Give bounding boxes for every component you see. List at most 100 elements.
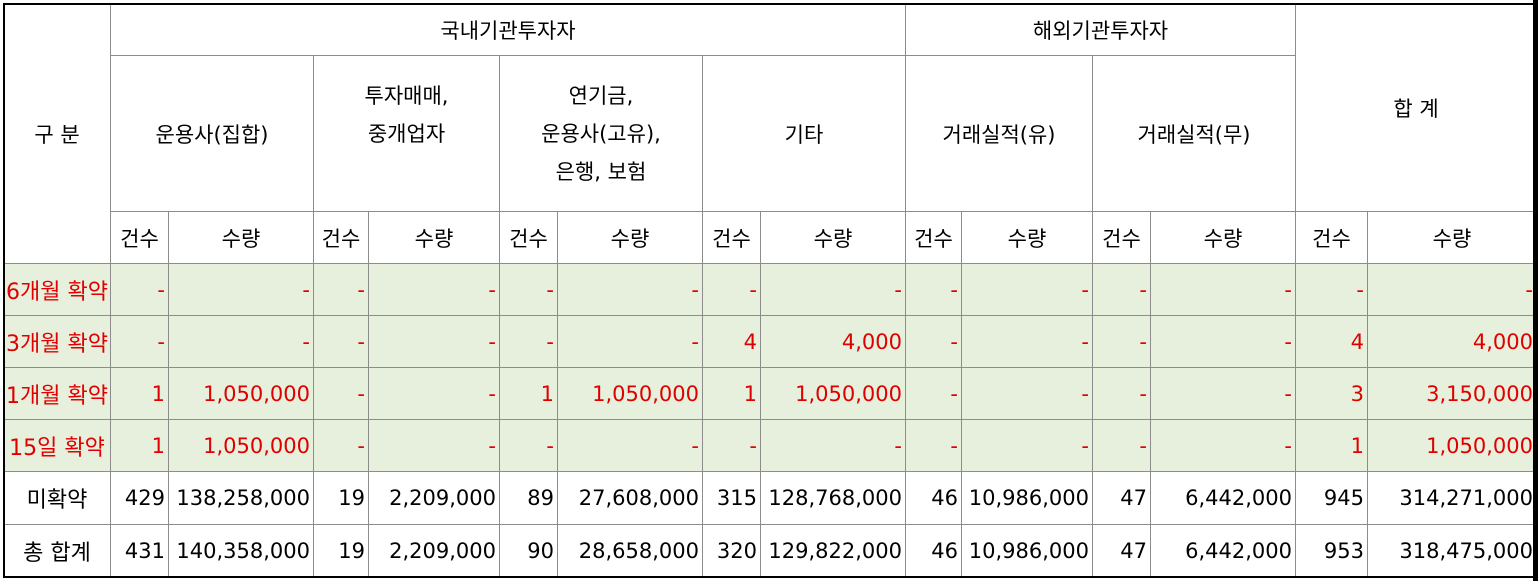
asset-mgmt-header: 운용사(집합)	[110, 55, 314, 212]
quantity-cell: 27,608,000	[557, 471, 703, 525]
quantity-header: 수량	[760, 211, 906, 264]
count-cell: -	[1092, 367, 1151, 420]
quantity-cell: 129,822,000	[760, 524, 906, 577]
quantity-cell: -	[961, 367, 1093, 420]
quantity-cell: 140,358,000	[168, 524, 314, 577]
quantity-cell: -	[961, 419, 1093, 472]
count-cell: 1	[702, 367, 761, 420]
quantity-cell: 4,000	[1367, 315, 1537, 368]
count-cell: 315	[702, 471, 761, 525]
count-cell: -	[499, 263, 558, 316]
table-row: 3개월 확약 - - - - - -4 4,000- - - -4 4,000	[3, 315, 1537, 368]
foreign-investor-header: 해외기관투자자	[905, 3, 1296, 56]
quantity-cell: -	[961, 263, 1093, 316]
count-header: 건수	[499, 211, 558, 264]
row-label: 총 합계	[3, 524, 111, 577]
count-cell: -	[702, 263, 761, 316]
foreign-with-record-header: 거래실적(유)	[905, 55, 1093, 212]
count-cell: -	[905, 263, 962, 316]
quantity-cell: -	[368, 315, 500, 368]
count-cell: 429	[110, 471, 169, 525]
foreign-without-record-header: 거래실적(무)	[1092, 55, 1296, 212]
quantity-header: 수량	[557, 211, 703, 264]
quantity-cell: -	[1150, 263, 1296, 316]
count-cell: -	[1092, 315, 1151, 368]
row-label: 미확약	[3, 471, 111, 525]
quantity-cell: 3,150,000	[1367, 367, 1537, 420]
quantity-cell: -	[760, 263, 906, 316]
count-cell: -	[1092, 263, 1151, 316]
quantity-cell: 128,768,000	[760, 471, 906, 525]
quantity-cell: 1,050,000	[1367, 419, 1537, 472]
count-cell: 89	[499, 471, 558, 525]
domestic-investor-header: 국내기관투자자	[110, 3, 906, 56]
table-body: 6개월 확약 - - - - - - - - - - - - - -3개월 확약 - - - - - -4 4,000- -…	[3, 263, 1537, 577]
row-label: 6개월 확약	[3, 263, 111, 316]
count-cell: -	[1295, 263, 1368, 316]
count-cell: -	[313, 315, 369, 368]
count-header: 건수	[313, 211, 369, 264]
count-header: 건수	[1092, 211, 1151, 264]
count-cell: -	[702, 419, 761, 472]
table-row: 총 합계 431 140,358,000 19 2,209,000 90 28,658,00…	[3, 524, 1537, 577]
count-header: 건수	[702, 211, 761, 264]
lockup-table: 구 분 국내기관투자자 해외기관투자자 합 계 운용사(집합) 투자매매, 중개…	[3, 3, 1537, 577]
quantity-cell: -	[368, 419, 500, 472]
count-cell: 1	[1295, 419, 1368, 472]
quantity-header: 수량	[961, 211, 1093, 264]
quantity-cell: -	[1367, 263, 1537, 316]
row-label: 1개월 확약	[3, 367, 111, 420]
quantity-cell: -	[1150, 419, 1296, 472]
quantity-cell: 1,050,000	[557, 367, 703, 420]
total-header: 합 계	[1295, 3, 1537, 212]
quantity-cell: -	[760, 419, 906, 472]
count-cell: 945	[1295, 471, 1368, 525]
count-cell: -	[905, 315, 962, 368]
count-cell: 47	[1092, 471, 1151, 525]
quantity-header: 수량	[1367, 211, 1537, 264]
count-cell: 1	[110, 419, 169, 472]
quantity-cell: -	[557, 419, 703, 472]
quantity-header: 수량	[1150, 211, 1296, 264]
count-cell: -	[313, 263, 369, 316]
quantity-cell: -	[168, 315, 314, 368]
quantity-cell: -	[557, 315, 703, 368]
count-cell: 46	[905, 471, 962, 525]
table-row: 6개월 확약 - - - - - - - - - - - - - -	[3, 263, 1537, 316]
pension-header-line2: 운용사(고유),	[541, 121, 661, 146]
count-cell: 19	[313, 524, 369, 577]
quantity-cell: 4,000	[760, 315, 906, 368]
count-cell: 320	[702, 524, 761, 577]
pension-header: 연기금, 운용사(고유), 은행, 보험	[499, 55, 703, 212]
count-cell: 3	[1295, 367, 1368, 420]
broker-header-line2: 중개업자	[367, 121, 446, 146]
quantity-cell: -	[1150, 367, 1296, 420]
quantity-cell: 2,209,000	[368, 524, 500, 577]
count-cell: 47	[1092, 524, 1151, 577]
count-cell: 431	[110, 524, 169, 577]
broker-header-line1: 투자매매,	[364, 83, 449, 108]
quantity-cell: -	[368, 367, 500, 420]
right-edge-bar	[1533, 0, 1538, 581]
pension-header-line1: 연기금,	[568, 83, 634, 108]
quantity-cell: 2,209,000	[368, 471, 500, 525]
quantity-cell: 10,986,000	[961, 524, 1093, 577]
count-cell: -	[499, 315, 558, 368]
count-cell: -	[499, 419, 558, 472]
row-label: 15일 확약	[3, 419, 111, 472]
quantity-cell: 314,271,000	[1367, 471, 1537, 525]
quantity-cell: -	[557, 263, 703, 316]
count-header: 건수	[905, 211, 962, 264]
category-header: 구 분	[3, 3, 111, 264]
count-cell: 46	[905, 524, 962, 577]
count-cell: 19	[313, 471, 369, 525]
count-cell: -	[905, 419, 962, 472]
count-cell: -	[313, 419, 369, 472]
count-cell: -	[110, 263, 169, 316]
count-header: 건수	[110, 211, 169, 264]
quantity-cell: -	[368, 263, 500, 316]
quantity-header: 수량	[168, 211, 314, 264]
other-header: 기타	[702, 55, 906, 212]
table-row: 15일 확약 1 1,050,000- - - - - - - - - -1 1,050,000	[3, 419, 1537, 472]
quantity-cell: 1,050,000	[168, 419, 314, 472]
